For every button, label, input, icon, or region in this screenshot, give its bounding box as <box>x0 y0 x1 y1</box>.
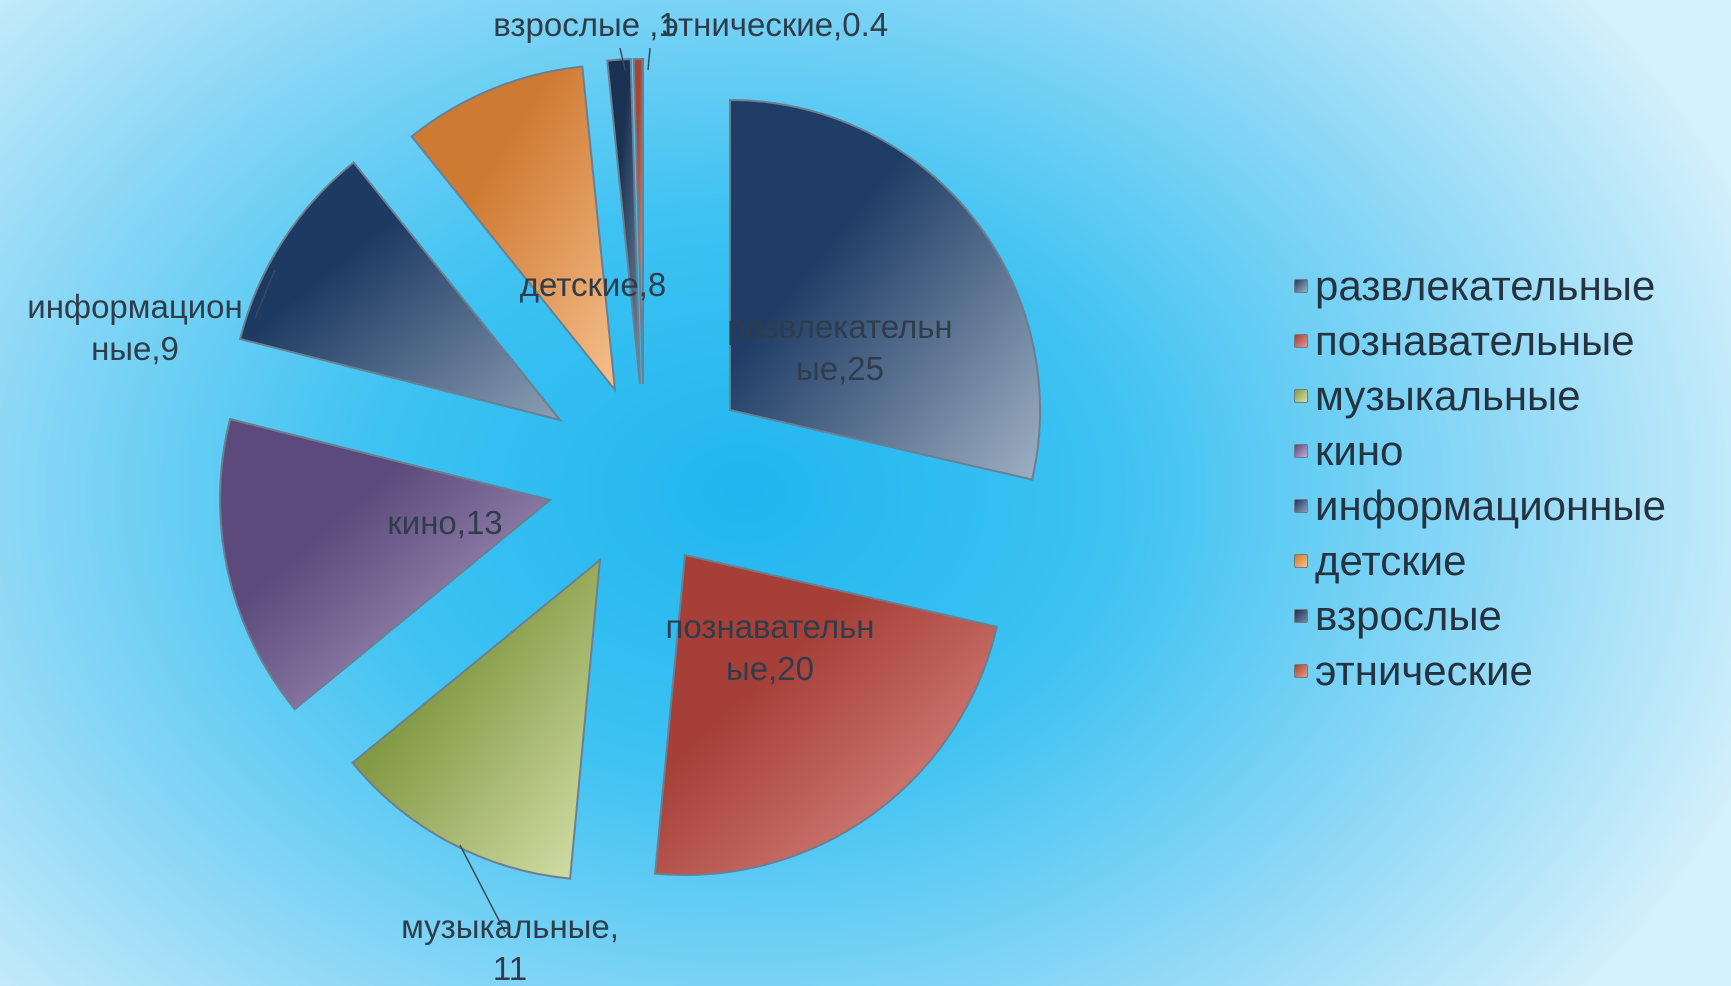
legend-item-развлекательные: развлекательные <box>1294 258 1666 313</box>
leader-lines <box>254 47 651 933</box>
data-label-познавательные: познавательн <box>665 608 874 645</box>
slice-информационные <box>238 161 563 422</box>
legend-swatch <box>1294 333 1308 348</box>
legend-item-информационные: информационные <box>1294 478 1666 533</box>
legend-label: познавательные <box>1315 317 1635 364</box>
slice-детские <box>410 65 617 394</box>
legend-label: информационные <box>1315 482 1666 529</box>
legend-swatch <box>1294 388 1308 403</box>
legend-item-кино: кино <box>1294 423 1666 478</box>
legend-label: детские <box>1315 537 1467 584</box>
slice-этнические <box>632 57 644 385</box>
data-label-музыкальные: 11 <box>493 950 527 986</box>
legend-label: развлекательные <box>1315 262 1656 309</box>
legend-item-музыкальные: музыкальные <box>1294 368 1666 423</box>
data-label-познавательные: ые,20 <box>726 650 814 687</box>
leader-line-этнические <box>647 47 651 71</box>
legend: развлекательные познавательные музыкальные… <box>1294 258 1666 698</box>
legend-swatch <box>1294 498 1308 513</box>
data-label-информационные: информацион <box>27 288 242 325</box>
pie-slices <box>219 57 1041 880</box>
data-label-кино: кино,13 <box>387 504 502 541</box>
leader-line-взрослые <box>619 47 626 71</box>
legend-item-детские: детские <box>1294 533 1666 588</box>
legend-label: музыкальные <box>1315 372 1581 419</box>
legend-item-познавательные: познавательные <box>1294 313 1666 368</box>
legend-item-этнические: этнические <box>1294 643 1666 698</box>
legend-label: кино <box>1315 427 1404 474</box>
data-label-взрослые: взрослые ,1 <box>493 6 677 43</box>
legend-swatch <box>1294 663 1308 678</box>
slice-познавательные <box>654 553 998 876</box>
slice-развлекательные <box>729 98 1041 481</box>
data-label-информационные: ные,9 <box>91 330 179 367</box>
slice-взрослые <box>606 58 641 385</box>
legend-swatch <box>1294 553 1308 568</box>
data-label-этнические: этнические,0.4 <box>662 6 888 43</box>
legend-swatch <box>1294 608 1308 623</box>
slice-кино <box>219 417 553 711</box>
data-label-музыкальные: музыкальные, <box>401 908 619 945</box>
leader-line-информационные <box>254 269 276 319</box>
data-label-детские: детские,8 <box>520 266 667 303</box>
data-label-развлекательные: ые,25 <box>796 350 884 387</box>
data-labels: развлекательн ые,25 познавательн ые,20 музык… <box>27 6 952 986</box>
legend-swatch <box>1294 278 1308 293</box>
legend-swatch <box>1294 443 1308 458</box>
data-label-развлекательные: развлекательн <box>727 308 952 345</box>
legend-item-взрослые: взрослые <box>1294 588 1666 643</box>
leader-line-музыкальные <box>459 844 506 933</box>
legend-label: этнические <box>1315 647 1533 694</box>
legend-label: взрослые <box>1315 592 1502 639</box>
slice-музыкальные <box>351 557 602 880</box>
